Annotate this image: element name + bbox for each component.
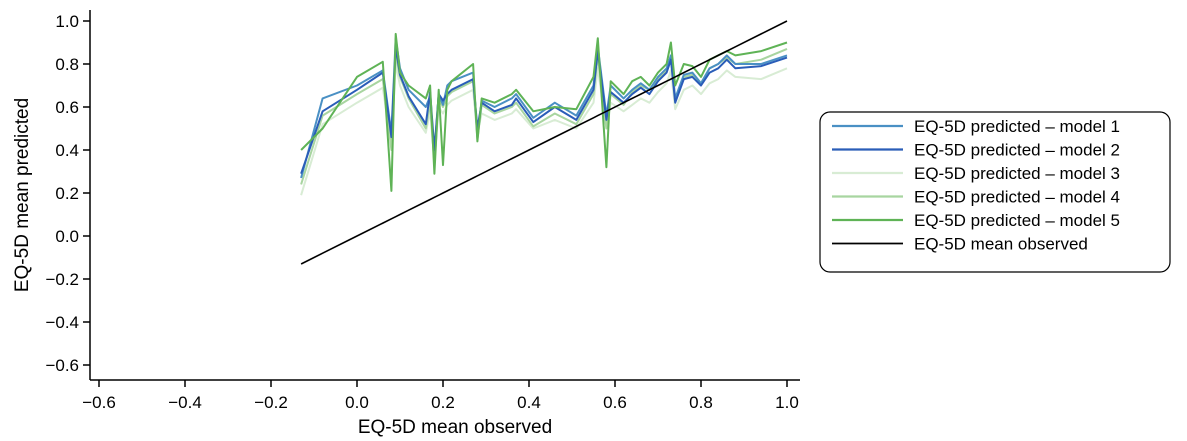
legend-items: EQ-5D predicted – model 1 EQ-5D predicted… [832,117,1120,254]
y-tick-label: 0.6 [55,98,79,117]
x-tick-label: −0.2 [254,393,288,412]
legend-label: EQ-5D predicted – model 2 [914,141,1120,160]
legend-item: EQ-5D mean observed [832,235,1088,254]
legend-box [819,111,1171,273]
x-tick-label: 0.2 [431,393,455,412]
legend-item: EQ-5D predicted – model 1 [832,117,1120,136]
series-line-4 [300,47,788,185]
legend: EQ-5D predicted – model 1 EQ-5D predicted… [819,111,1171,273]
x-tick-label: 1.0 [775,393,799,412]
legend-label: EQ-5D predicted – model 3 [914,164,1120,183]
legend-item: EQ-5D predicted – model 2 [832,141,1120,160]
x-tick-label: 0.6 [603,393,627,412]
x-axis-title: EQ-5D mean observed [358,417,552,438]
series-line-1 [300,37,788,179]
y-tick-label: 1.0 [55,12,79,31]
series-group [300,20,788,265]
y-tick-label: 0.2 [55,184,79,203]
x-tick-label: 0.8 [689,393,713,412]
legend-label: EQ-5D predicted – model 4 [914,188,1120,207]
axes: −0.6 −0.4 −0.2 0.0 0.2 0.4 0.6 0.8 1.0 −0.6−0.4−… [45,10,800,412]
series-line-5 [300,32,788,192]
y-tick-label: −0.6 [45,356,79,375]
y-ticks: −0.6 −0.4 −0.2 0.0 0.2 0.4 0.6 0.8 1.0 [45,12,90,375]
y-tick-label: 0.8 [55,55,79,74]
y-tick-label: −0.4 [45,313,79,332]
legend-item: EQ-5D predicted – model 3 [832,164,1120,183]
x-tick-label: 0.0 [345,393,369,412]
y-axis-title: EQ-5D mean predicted [12,98,33,292]
legend-label: EQ-5D predicted – model 1 [914,117,1120,136]
y-tick-label: 0.0 [55,227,79,246]
x-tick-label: 0.4 [517,393,541,412]
legend-item: EQ-5D predicted – model 5 [832,211,1120,230]
legend-label: EQ-5D predicted – model 5 [914,211,1120,230]
x-tick-label: −0.4 [168,393,202,412]
legend-item: EQ-5D predicted – model 4 [832,188,1120,207]
legend-label: EQ-5D mean observed [914,235,1088,254]
series-line-6 [300,20,788,265]
x-ticks: −0.6 −0.4 −0.2 0.0 0.2 0.4 0.6 0.8 1.0 [82,380,799,412]
x-tick-label: −0.6 [82,393,116,412]
y-tick-label: −0.2 [45,270,79,289]
y-tick-label: 0.4 [55,141,79,160]
series-line-3 [300,63,788,196]
